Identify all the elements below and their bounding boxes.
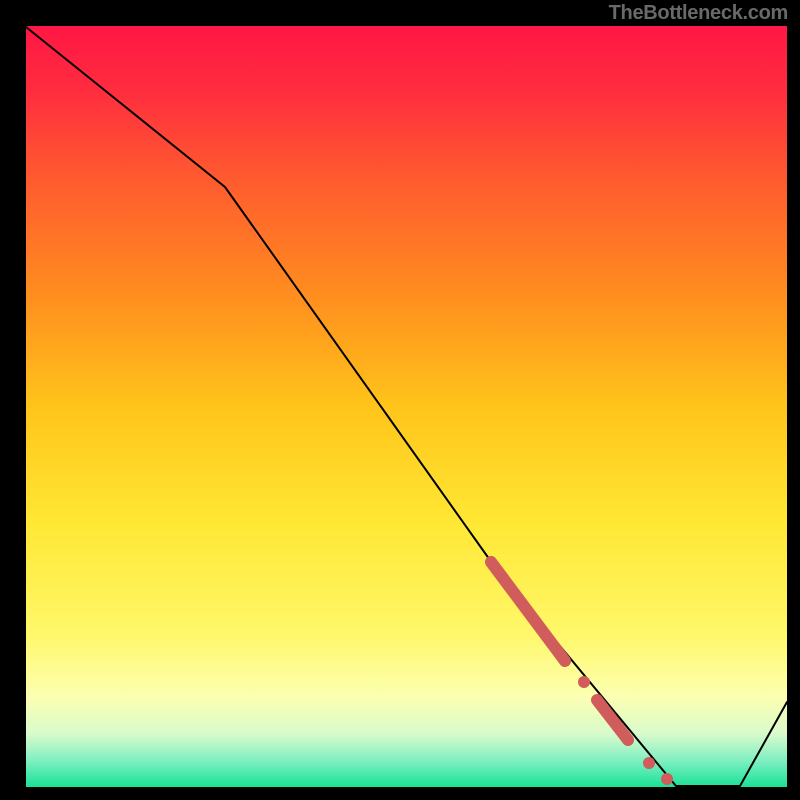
watermark-text: TheBottleneck.com <box>609 2 788 25</box>
marker-dot <box>643 757 655 769</box>
marker-dot <box>578 676 590 688</box>
gradient-background <box>26 26 787 787</box>
bottleneck-chart <box>0 0 800 800</box>
marker-dot <box>661 773 673 785</box>
